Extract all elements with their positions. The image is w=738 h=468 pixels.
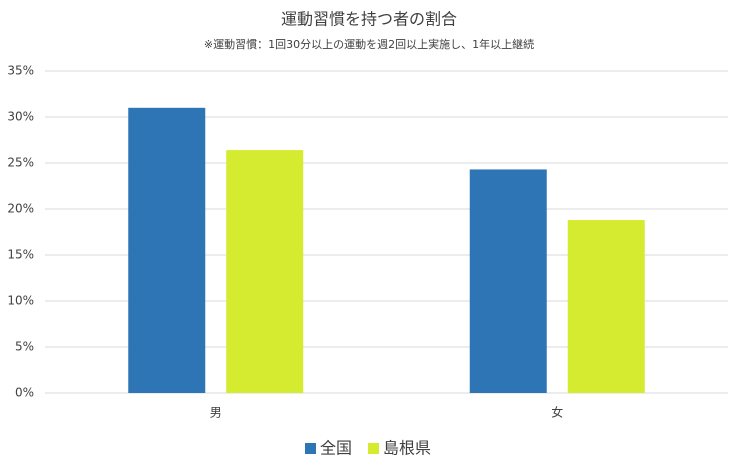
legend-label: 全国 bbox=[320, 439, 352, 458]
bar bbox=[469, 169, 547, 393]
y-tick-label: 35% bbox=[7, 64, 34, 78]
y-tick-label: 25% bbox=[7, 156, 34, 170]
chart-subtitle: ※運動習慣：1回30分以上の運動を週2回以上実施し、1年以上継続 bbox=[204, 37, 534, 51]
x-tick-label: 女 bbox=[551, 405, 563, 420]
chart-title: 運動習慣を持つ者の割合 bbox=[281, 10, 457, 29]
legend-swatch bbox=[368, 443, 380, 454]
y-tick-label: 20% bbox=[7, 202, 34, 216]
y-tick-label: 15% bbox=[7, 248, 34, 262]
bar bbox=[226, 150, 304, 393]
x-tick-label: 男 bbox=[210, 406, 222, 420]
legend-label: 島根県 bbox=[383, 439, 431, 458]
y-tick-label: 30% bbox=[7, 110, 34, 124]
bar bbox=[567, 220, 645, 393]
y-tick-label: 5% bbox=[15, 340, 34, 354]
y-tick-label: 10% bbox=[7, 294, 34, 308]
y-tick-label: 0% bbox=[15, 386, 34, 400]
bar bbox=[128, 107, 206, 394]
legend-swatch bbox=[305, 443, 316, 454]
